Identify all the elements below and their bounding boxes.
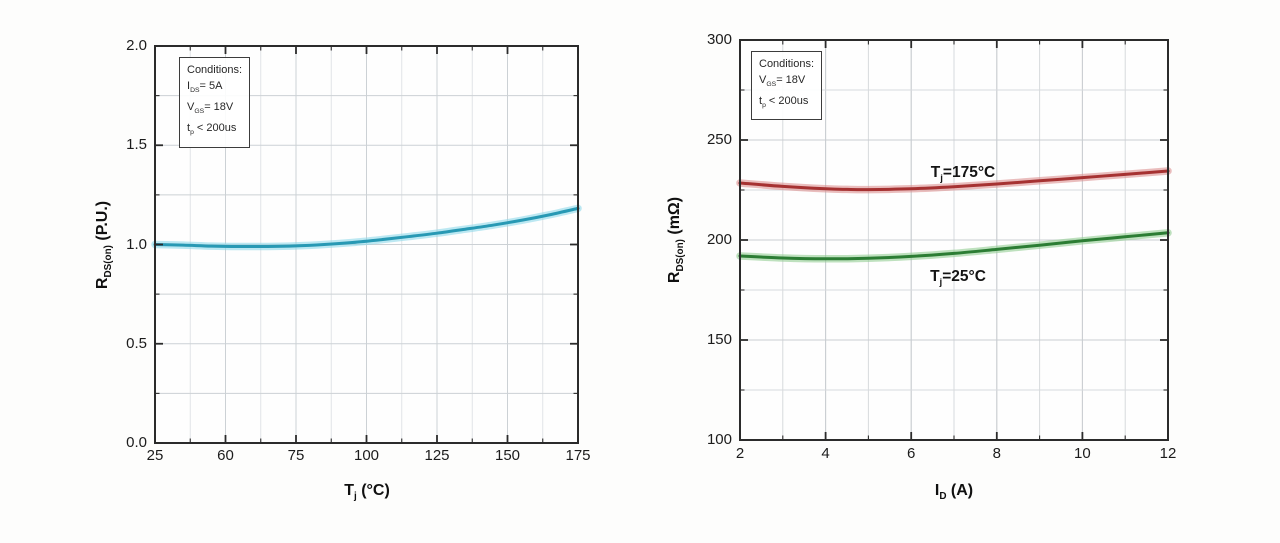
condition-subscript: GS — [194, 108, 205, 116]
x-tick-label: 125 — [424, 447, 450, 464]
left-y-title-unit: (P.U.) — [93, 200, 111, 246]
right-y-title-main: R — [665, 271, 683, 284]
left-y-title-main: R — [93, 277, 111, 290]
condition-line: tp < 200us — [187, 120, 242, 141]
condition-symbol: t — [187, 122, 191, 135]
condition-symbol: I — [187, 80, 191, 92]
y-tick-label: 200 — [706, 231, 732, 248]
y-tick-label: 2.0 — [126, 37, 147, 54]
condition-value: = 18V — [776, 74, 806, 86]
condition-symbol: V — [759, 74, 767, 86]
left-y-title-sub: DS(on) — [103, 245, 115, 278]
right-y-axis-title: RDS(on) (mΩ) — [666, 197, 686, 283]
x-tick-label: 12 — [1159, 445, 1177, 462]
condition-subscript: DS — [190, 87, 200, 95]
curve-label-main: T — [930, 163, 941, 181]
curve-label-tj-175c: Tj=175°C — [931, 164, 995, 184]
x-tick-label: 75 — [287, 447, 305, 464]
x-tick-label: 25 — [146, 447, 164, 464]
condition-line: IDS= 5A — [187, 78, 242, 99]
x-tick-label: 60 — [217, 447, 234, 464]
right-y-title-sub: DS(on) — [675, 239, 687, 272]
x-tick-label: 4 — [821, 445, 830, 462]
right-x-axis-title: ID (A) — [935, 482, 973, 502]
condition-subscript: p — [762, 102, 766, 110]
right-x-title-main: I — [934, 481, 940, 499]
x-tick-label: 100 — [353, 447, 380, 464]
curve-label-tj-25c: Tj=25°C — [930, 268, 986, 288]
y-tick-label: 0.5 — [126, 334, 147, 352]
y-tick-label: 150 — [706, 331, 732, 348]
x-tick-label: 10 — [1074, 445, 1091, 462]
condition-line: VGS= 18V — [187, 99, 242, 120]
condition-value: < 200us — [765, 95, 809, 108]
curve-label-sub: j — [940, 173, 943, 185]
condition-value: < 200us — [193, 122, 237, 135]
left-x-axis-title: Tj (°C) — [344, 482, 390, 502]
conditions-title: Conditions: — [759, 58, 815, 70]
x-tick-label: 2 — [735, 445, 745, 462]
curve-label-sub: j — [939, 277, 943, 289]
conditions-title: Conditions: — [187, 64, 243, 76]
right-y-title-unit: (mΩ) — [665, 196, 683, 240]
condition-line: tp < 200us — [759, 93, 814, 114]
y-tick-label: 1.0 — [126, 235, 147, 253]
left-x-title-sub: j — [353, 491, 357, 503]
curve-label-value: =25°C — [942, 267, 986, 285]
condition-value: = 18V — [204, 101, 234, 114]
x-tick-label: 175 — [565, 447, 591, 464]
y-tick-label: 1.5 — [126, 136, 147, 154]
y-tick-label: 100 — [706, 431, 732, 448]
x-tick-label: 8 — [992, 445, 1001, 462]
left-conditions-box: Conditions: IDS= 5A VGS= 18V tp < 200us — [179, 57, 251, 148]
x-tick-label: 6 — [907, 445, 916, 462]
condition-symbol: V — [187, 101, 195, 114]
left-x-title-main: T — [344, 481, 354, 499]
y-tick-label: 300 — [706, 31, 732, 48]
condition-subscript: p — [190, 129, 194, 137]
right-conditions-box: Conditions: VGS= 18V tp < 200us — [751, 51, 823, 121]
right-x-title-unit: (A) — [946, 481, 974, 499]
x-tick-label: 150 — [494, 447, 521, 464]
condition-value: = 5A — [199, 80, 223, 92]
right-x-title-sub: D — [939, 491, 947, 503]
curve-label-value: =175°C — [942, 163, 996, 181]
condition-symbol: t — [759, 95, 763, 108]
y-tick-label: 0.0 — [126, 434, 147, 451]
curve-label-main: T — [930, 267, 940, 285]
condition-line: VGS= 18V — [759, 72, 814, 93]
left-x-title-unit: (°C) — [356, 481, 390, 499]
condition-subscript: GS — [766, 81, 777, 89]
left-y-axis-title: RDS(on) (P.U.) — [94, 201, 114, 289]
y-tick-label: 250 — [706, 131, 732, 148]
